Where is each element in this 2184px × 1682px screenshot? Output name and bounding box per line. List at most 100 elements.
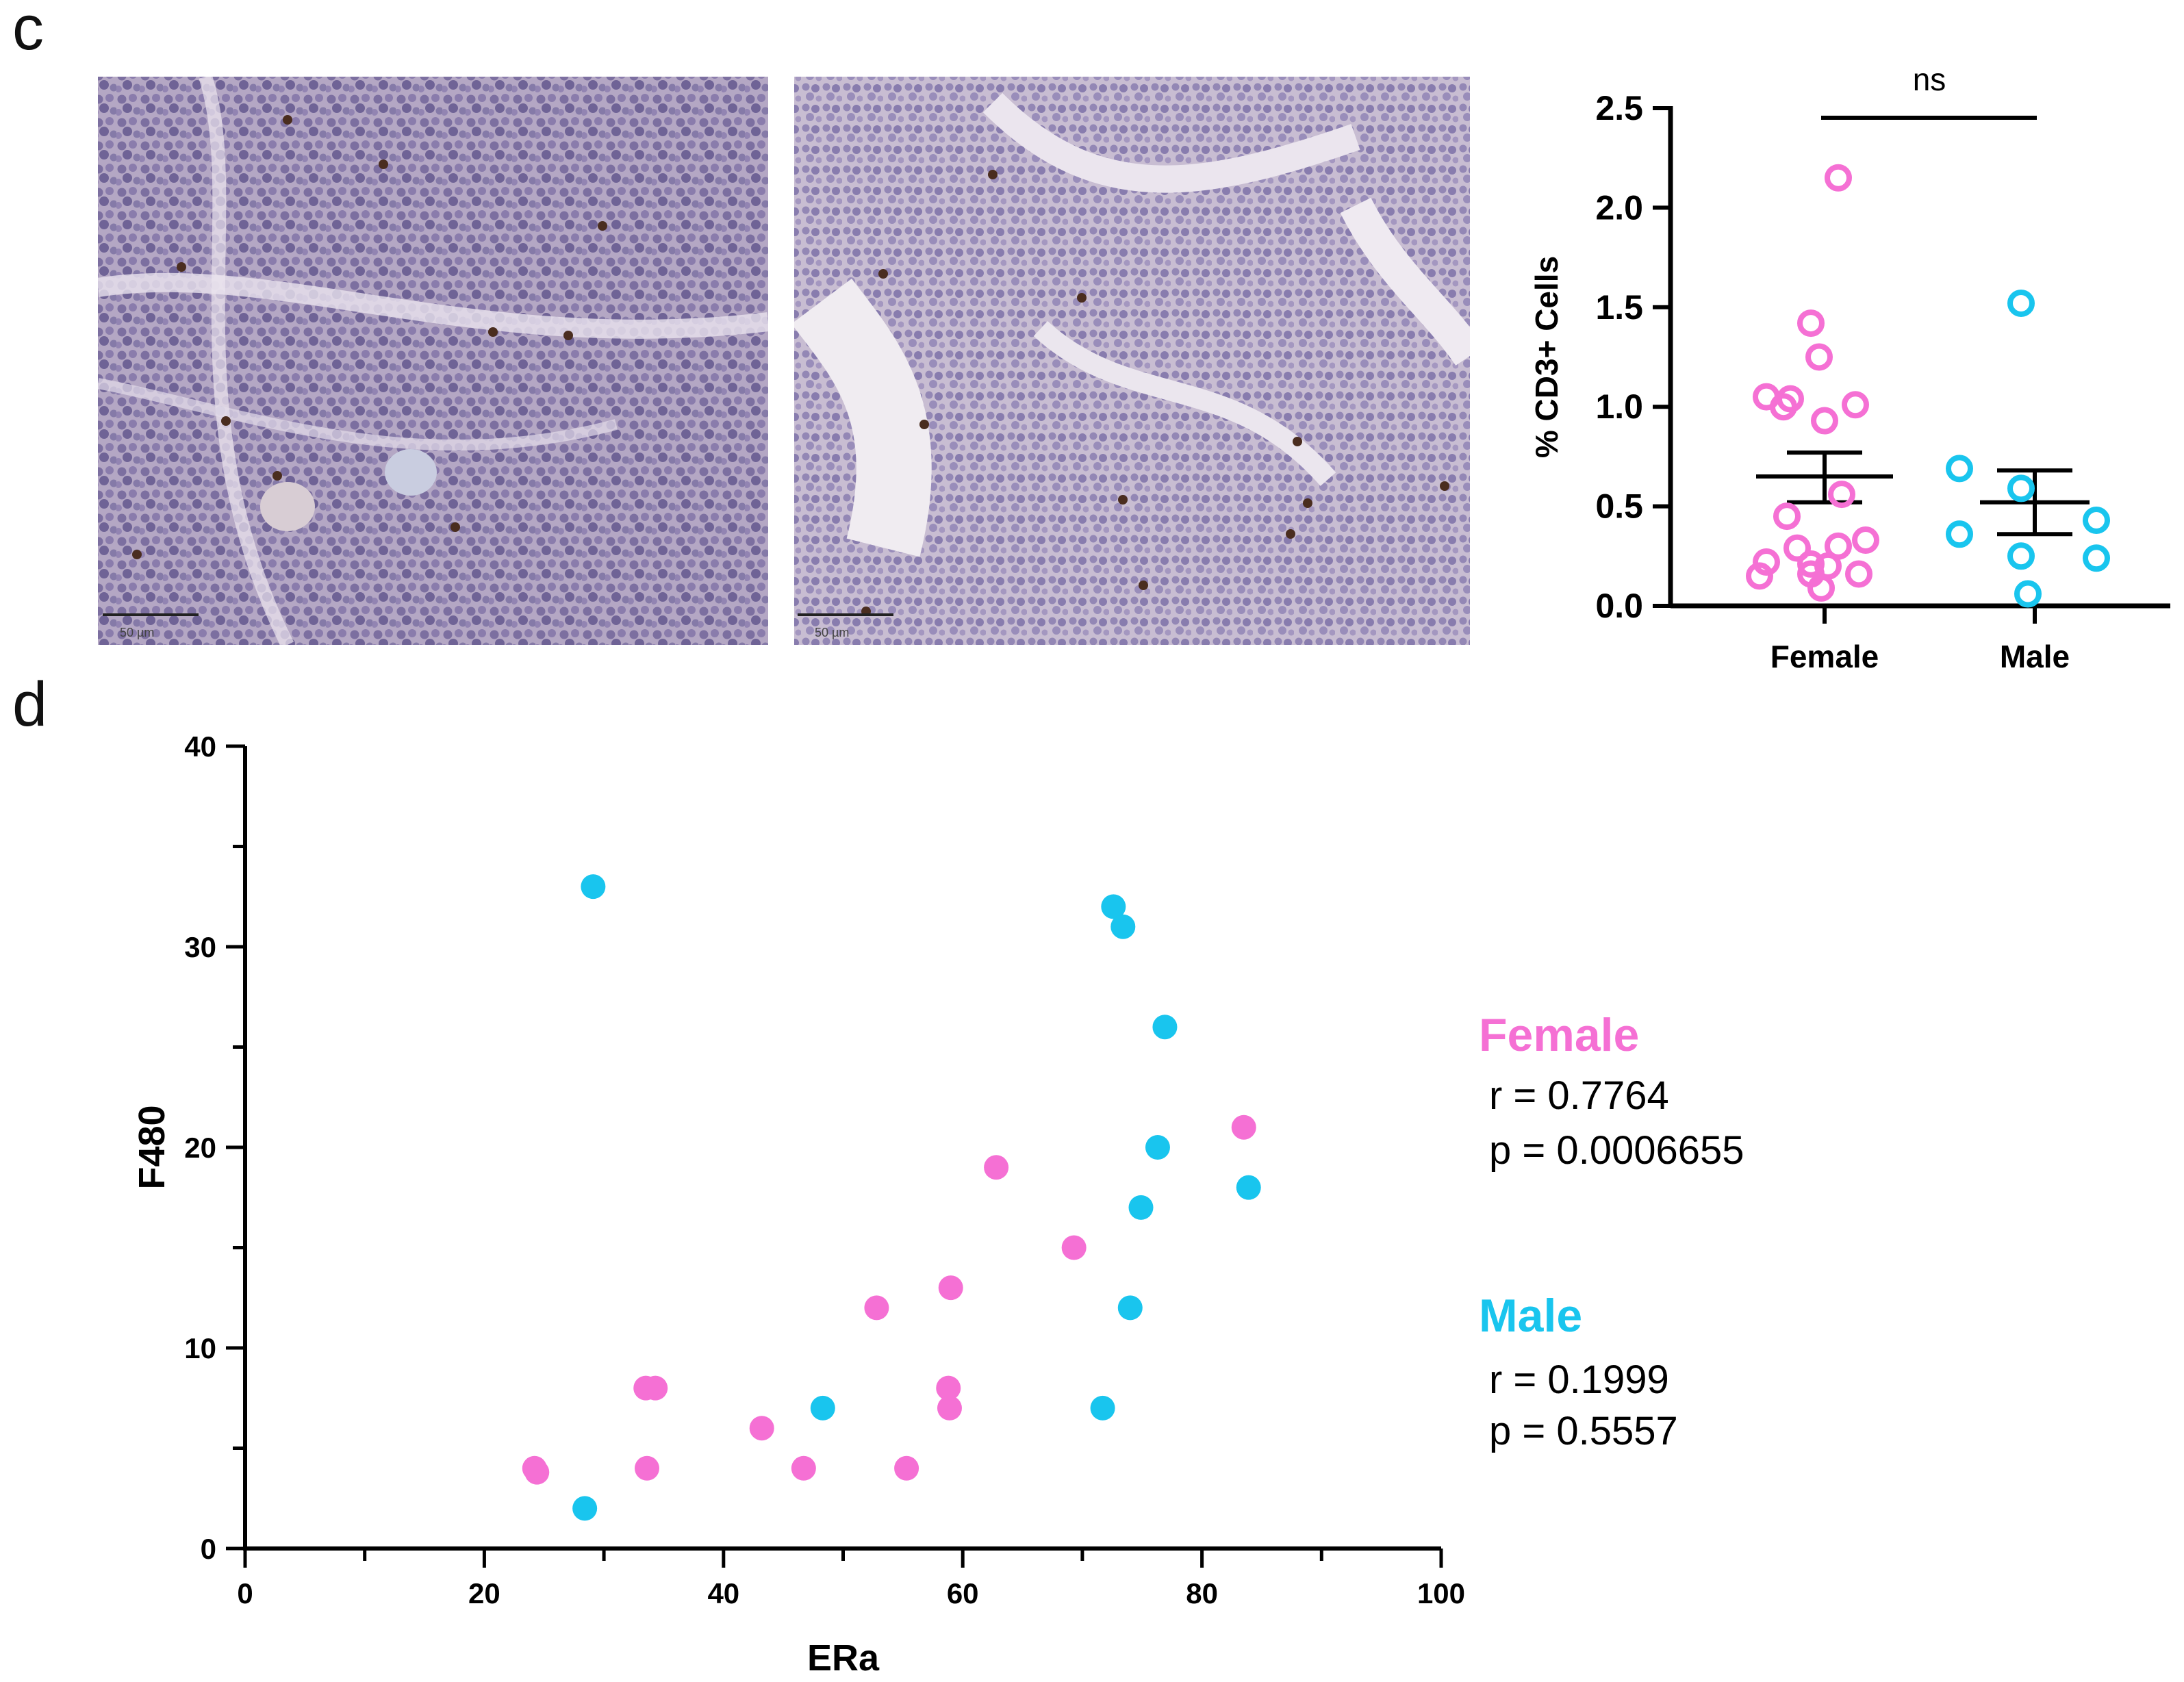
x-tick-label: 40	[707, 1577, 739, 1609]
cd3-stained-cell	[488, 327, 498, 337]
data-point-female	[864, 1295, 889, 1321]
data-point-male	[572, 1496, 598, 1521]
y-tick-label: 2.5	[1595, 89, 1643, 127]
cd3-stained-cell	[221, 416, 231, 426]
cd3-dot-plot: 0.0 0.5 1.0 1.5 2.0 2.5 Female Male % CD3+ Cells…	[1529, 62, 2170, 674]
data-point-female	[634, 1455, 659, 1481]
cd3-stained-cell	[988, 170, 998, 179]
data-point-female	[1811, 407, 1838, 435]
panel-label-d: d	[12, 670, 47, 739]
data-point-female	[1797, 309, 1825, 337]
y-tick-label: 1.0	[1595, 387, 1643, 426]
data-point-female	[894, 1455, 919, 1481]
data-point-female	[938, 1275, 963, 1301]
cd3-stained-cell	[450, 522, 460, 532]
y-tick-label: 10	[184, 1332, 216, 1364]
data-point-female	[1807, 574, 1835, 602]
data-point-female	[1746, 562, 1773, 590]
data-point-female	[1845, 560, 1872, 588]
cd3-stained-cell	[878, 269, 888, 279]
data-point-female	[1828, 481, 1855, 509]
data-point-male	[2083, 506, 2110, 534]
micrograph-male: 50 µm	[794, 77, 1470, 645]
y-axis-title: % CD3+ Cells	[1529, 256, 1564, 458]
micrograph-female-stroma	[98, 272, 768, 339]
micrograph-female: 50 µm	[98, 77, 768, 655]
micrograph-female-cd3-cells	[132, 115, 607, 655]
cd3-stained-cell	[1286, 529, 1295, 539]
data-point-male	[1090, 1395, 1115, 1420]
data-point-male	[2007, 542, 2035, 570]
stat-p-male: p = 0.5557	[1489, 1409, 1678, 1453]
data-point-male	[1236, 1175, 1261, 1200]
cd3-stained-cell	[598, 221, 607, 231]
cd3-stained-cell	[177, 262, 186, 272]
data-point-male	[1152, 1015, 1178, 1040]
x-tick-label: 100	[1417, 1577, 1465, 1609]
data-point-male	[1128, 1195, 1154, 1220]
micrograph-male-stroma	[794, 278, 932, 557]
y-tick-label: 0.0	[1595, 587, 1643, 625]
data-point-female	[1753, 548, 1780, 576]
x-tick-label: 20	[468, 1577, 500, 1609]
micrograph-male-stroma-4	[1340, 197, 1470, 366]
x-axis-title: ERa	[807, 1638, 880, 1679]
stat-r-female: r = 0.7764	[1489, 1073, 1669, 1118]
data-point-female	[791, 1455, 816, 1481]
stat-r-male: r = 0.1999	[1489, 1358, 1669, 1402]
data-point-female	[1825, 164, 1852, 192]
data-point-female	[936, 1375, 961, 1401]
micrograph-female-tissue	[98, 77, 768, 645]
data-point-female	[1805, 343, 1833, 371]
x-tick-label: Female	[1770, 639, 1879, 674]
y-tick-label: 40	[184, 730, 216, 763]
y-tick-label: 30	[184, 931, 216, 963]
data-point-male	[1110, 914, 1136, 939]
data-point-female	[1797, 550, 1825, 578]
data-point-female	[1783, 534, 1811, 562]
cd3-stained-cell	[132, 550, 142, 559]
y-tick-label: 2.0	[1595, 188, 1643, 227]
data-point-female	[1842, 391, 1869, 419]
data-point-male	[1946, 520, 1973, 548]
micrograph-male-stroma-2	[982, 92, 1360, 193]
data-point-female	[984, 1155, 1009, 1180]
cd3-stained-cell	[1118, 495, 1128, 505]
legend-label-male: Male	[1479, 1290, 1582, 1342]
x-tick-label: 60	[947, 1577, 979, 1609]
micrograph-female-stroma-2	[199, 77, 294, 645]
data-point-female	[524, 1460, 550, 1485]
data-point-female	[1061, 1235, 1087, 1260]
y-tick-label: 0.5	[1595, 487, 1643, 526]
data-point-female	[937, 1395, 962, 1420]
scale-bar-label: 50 µm	[815, 626, 849, 639]
data-point-male	[2007, 289, 2035, 317]
cd3-stained-cell	[283, 115, 292, 125]
x-tick-label: Male	[2000, 639, 2070, 674]
data-point-male	[2014, 580, 2042, 608]
data-point-male	[581, 874, 606, 900]
data-point-male	[2007, 474, 2035, 502]
data-point-male	[1117, 1295, 1143, 1321]
data-point-female	[1852, 526, 1879, 555]
micrograph-female-keratin-pearl-2	[260, 482, 315, 531]
data-point-female	[1773, 502, 1801, 531]
cd3-stained-cell	[1293, 437, 1302, 446]
cd3-stained-cell	[1139, 581, 1148, 590]
data-point-male	[1946, 455, 1973, 483]
x-tick-label: 80	[1186, 1577, 1218, 1609]
data-point-male	[2083, 544, 2110, 572]
legend-label-female: Female	[1479, 1009, 1639, 1061]
scale-bar-label: 50 µm	[120, 626, 154, 639]
data-point-female	[749, 1416, 774, 1441]
cd3-stained-cell	[272, 646, 282, 655]
cd3-stained-cell	[563, 331, 573, 340]
y-tick-label: 20	[184, 1132, 216, 1164]
micrograph-female-keratin-pearl	[385, 449, 437, 496]
x-tick-label: 0	[237, 1577, 253, 1609]
data-point-female	[1770, 393, 1797, 421]
cd3-stained-cell	[379, 160, 388, 169]
y-axis-title: F480	[131, 1105, 173, 1189]
data-point-male	[1101, 894, 1126, 919]
